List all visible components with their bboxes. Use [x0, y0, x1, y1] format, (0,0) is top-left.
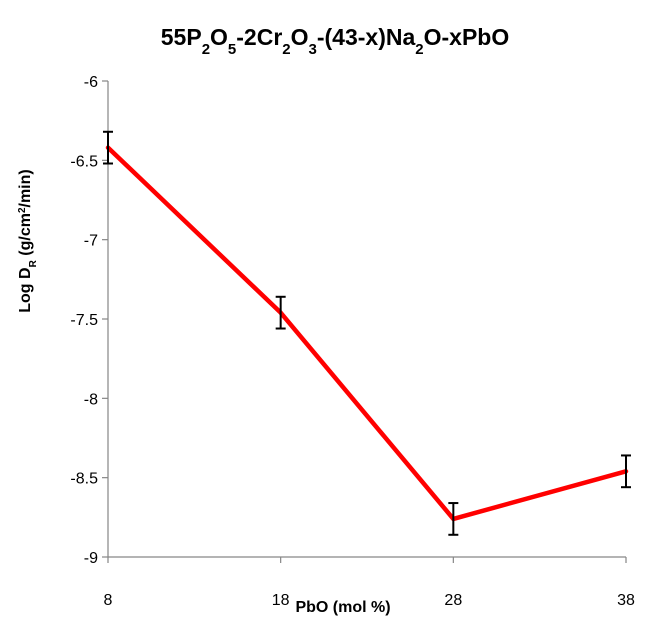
- y-ticks: -6 -6.5 -7 -7.5 -8 -8.5 -9: [70, 74, 108, 567]
- y-tick-label: -8: [84, 391, 98, 408]
- y-tick-label: -7.5: [70, 312, 98, 329]
- x-tick-label: 8: [104, 592, 113, 609]
- x-tick-label: 18: [272, 592, 290, 609]
- y-tick-label: -6: [84, 74, 98, 91]
- y-axis-label: Log DR (g/cm2/min): [17, 169, 39, 312]
- x-ticks: 8 18 28 38: [104, 557, 635, 609]
- series-group: [105, 145, 629, 522]
- error-bar: [621, 454, 631, 489]
- y-tick-label: -7: [84, 233, 98, 250]
- y-tick-label: -8.5: [70, 471, 98, 488]
- y-axis-label-group: Log DR (g/cm2/min): [17, 169, 39, 312]
- x-tick-label: 28: [444, 592, 462, 609]
- y-tick-label: -6.5: [70, 153, 98, 170]
- x-tick-label: 38: [617, 592, 635, 609]
- error-bar: [448, 502, 459, 536]
- error-bar: [275, 295, 286, 330]
- x-axis-label: PbO (mol %): [295, 599, 390, 616]
- error-bars: [103, 130, 631, 536]
- y-tick-label: -9: [84, 550, 98, 567]
- error-bar: [103, 130, 113, 165]
- series-line: [105, 145, 629, 522]
- chart-title: 55P2O5-2Cr2O3-(43-x)Na2O-xPbO: [161, 24, 510, 58]
